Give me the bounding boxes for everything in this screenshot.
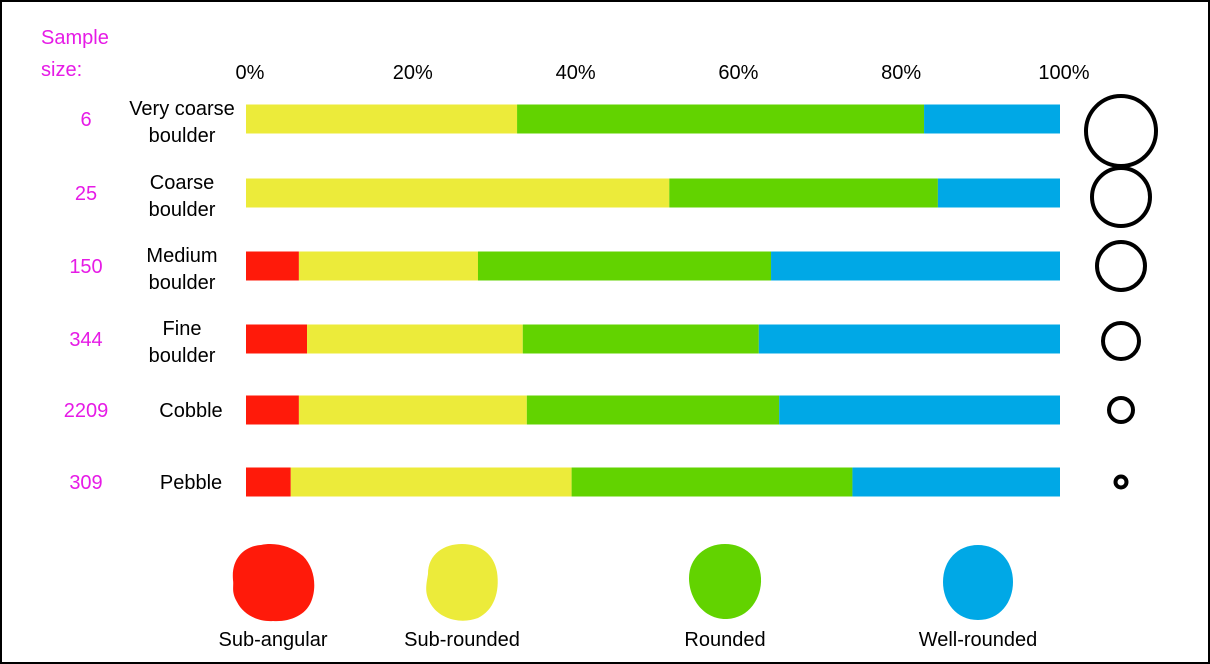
grain-size-circle bbox=[1107, 396, 1135, 424]
bar-segment-sub-angular bbox=[246, 251, 299, 281]
grain-size-circle bbox=[1090, 166, 1152, 228]
legend-label: Rounded bbox=[684, 629, 765, 651]
category-label: boulder bbox=[149, 345, 216, 367]
bar-segment-sub-rounded bbox=[298, 251, 478, 281]
sample-size-label: size: bbox=[41, 59, 82, 81]
sample-size-value: 150 bbox=[69, 256, 102, 278]
bar-segment-rounded bbox=[571, 467, 853, 497]
x-tick-label: 80% bbox=[881, 62, 921, 84]
bar-segment-rounded bbox=[526, 395, 780, 425]
x-tick-label: 100% bbox=[1038, 62, 1089, 84]
category-label: Fine bbox=[163, 318, 202, 340]
bar-segment-rounded bbox=[669, 178, 938, 208]
bar-segment-rounded bbox=[517, 104, 925, 134]
legend-swatch-sub-rounded bbox=[426, 544, 498, 621]
grain-size-circle bbox=[1095, 240, 1147, 292]
legend-swatch-well-rounded bbox=[943, 545, 1013, 620]
bar-segment-sub-rounded bbox=[246, 104, 518, 134]
sample-size-value: 309 bbox=[69, 472, 102, 494]
bar-segment-sub-rounded bbox=[298, 395, 527, 425]
legend-swatch-sub-angular bbox=[232, 544, 315, 622]
grain-size-circle bbox=[1113, 474, 1129, 490]
bar-segment-sub-angular bbox=[246, 467, 291, 497]
bar-segment-well-rounded bbox=[779, 395, 1060, 425]
sample-size-value: 2209 bbox=[64, 400, 109, 422]
x-tick-label: 20% bbox=[393, 62, 433, 84]
x-tick-label: 40% bbox=[556, 62, 596, 84]
bar-segment-well-rounded bbox=[852, 467, 1060, 497]
category-label: boulder bbox=[149, 272, 216, 294]
bar-segment-sub-rounded bbox=[290, 467, 572, 497]
grain-size-circle bbox=[1101, 321, 1141, 361]
legend-swatch-rounded bbox=[689, 544, 762, 620]
bar-segment-well-rounded bbox=[771, 251, 1060, 281]
x-tick-label: 60% bbox=[718, 62, 758, 84]
bar-segment-well-rounded bbox=[924, 104, 1060, 134]
bar-segment-rounded bbox=[477, 251, 772, 281]
grain-size-circle bbox=[1084, 94, 1158, 168]
sample-size-label: Sample bbox=[41, 27, 109, 49]
category-label: Coarse bbox=[150, 172, 214, 194]
bar-segment-sub-rounded bbox=[246, 178, 670, 208]
category-label: Cobble bbox=[159, 400, 222, 422]
category-label: Very coarse bbox=[129, 98, 235, 120]
category-label: boulder bbox=[149, 125, 216, 147]
bar-segment-sub-angular bbox=[246, 324, 308, 354]
legend-label: Sub-rounded bbox=[404, 629, 520, 651]
legend-label: Well-rounded bbox=[919, 629, 1038, 651]
sample-size-value: 25 bbox=[75, 183, 97, 205]
category-label: Medium bbox=[146, 245, 217, 267]
bar-segment-sub-angular bbox=[246, 395, 299, 425]
x-tick-label: 0% bbox=[236, 62, 265, 84]
bar-segment-rounded bbox=[522, 324, 759, 354]
bar-segment-sub-rounded bbox=[307, 324, 523, 354]
bar-segment-well-rounded bbox=[758, 324, 1060, 354]
sample-size-value: 344 bbox=[69, 329, 102, 351]
bar-segment-well-rounded bbox=[937, 178, 1060, 208]
category-label: boulder bbox=[149, 199, 216, 221]
sample-size-value: 6 bbox=[80, 109, 91, 131]
legend-label: Sub-angular bbox=[219, 629, 328, 651]
category-label: Pebble bbox=[160, 472, 222, 494]
